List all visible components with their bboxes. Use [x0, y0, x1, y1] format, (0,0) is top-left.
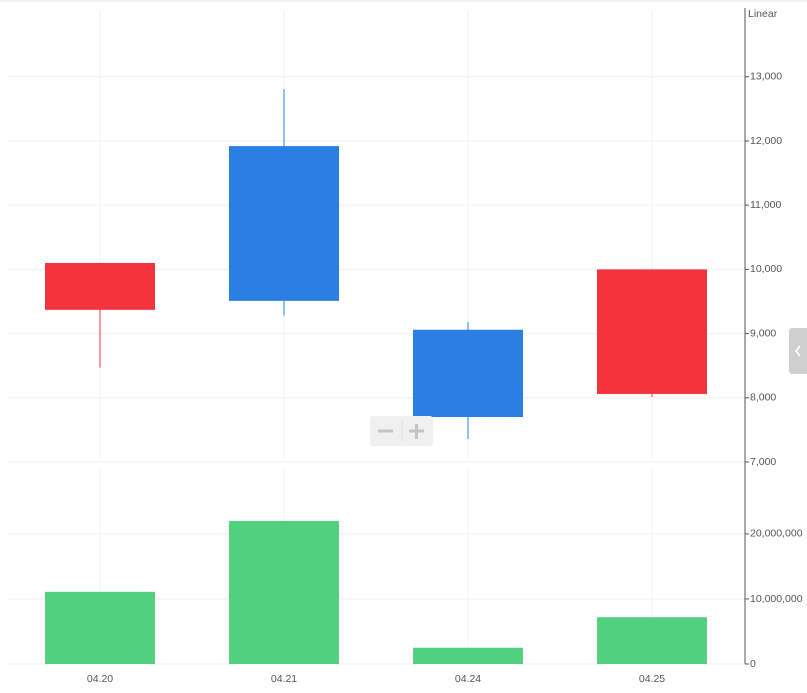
- side-tab-arrow: [794, 345, 801, 357]
- y-tick-label: 9,000: [750, 327, 776, 339]
- side-tab-bg: [789, 328, 807, 374]
- y-tick-label: 0: [750, 658, 756, 670]
- y-tick-label: 10,000,000: [750, 593, 803, 605]
- candle-body: [597, 269, 707, 394]
- y-tick-label: 7,000: [750, 456, 776, 468]
- y-tick-label: 12,000: [750, 135, 782, 147]
- x-tick-label: 04.21: [271, 673, 297, 685]
- scale-label: Linear: [748, 8, 778, 20]
- volume-bar: [45, 591, 155, 664]
- x-tick-label: 04.20: [87, 673, 113, 685]
- volume-bar: [597, 617, 707, 664]
- candle-body: [45, 262, 155, 310]
- volume-bar: [229, 520, 339, 664]
- side-tab[interactable]: [789, 328, 807, 374]
- y-tick-label: 11,000: [750, 199, 781, 211]
- top-border: [0, 0, 807, 2]
- x-tick-label: 04.25: [639, 673, 665, 685]
- y-tick-label: 20,000,000: [750, 528, 803, 540]
- y-tick-label: 13,000: [750, 71, 782, 83]
- candle-body: [229, 146, 339, 301]
- zoom-control[interactable]: [370, 416, 433, 446]
- y-tick-label: 10,000: [750, 263, 782, 275]
- candle-body: [413, 329, 523, 418]
- zoom-in[interactable]: [409, 424, 424, 439]
- y-tick-label: 8,000: [750, 392, 776, 404]
- volume-bar: [413, 647, 523, 664]
- x-tick-label: 04.24: [455, 673, 481, 685]
- plot: 7,000 8,000 9,000 10,000 11,000 12,000 13,000 0…: [8, 10, 803, 685]
